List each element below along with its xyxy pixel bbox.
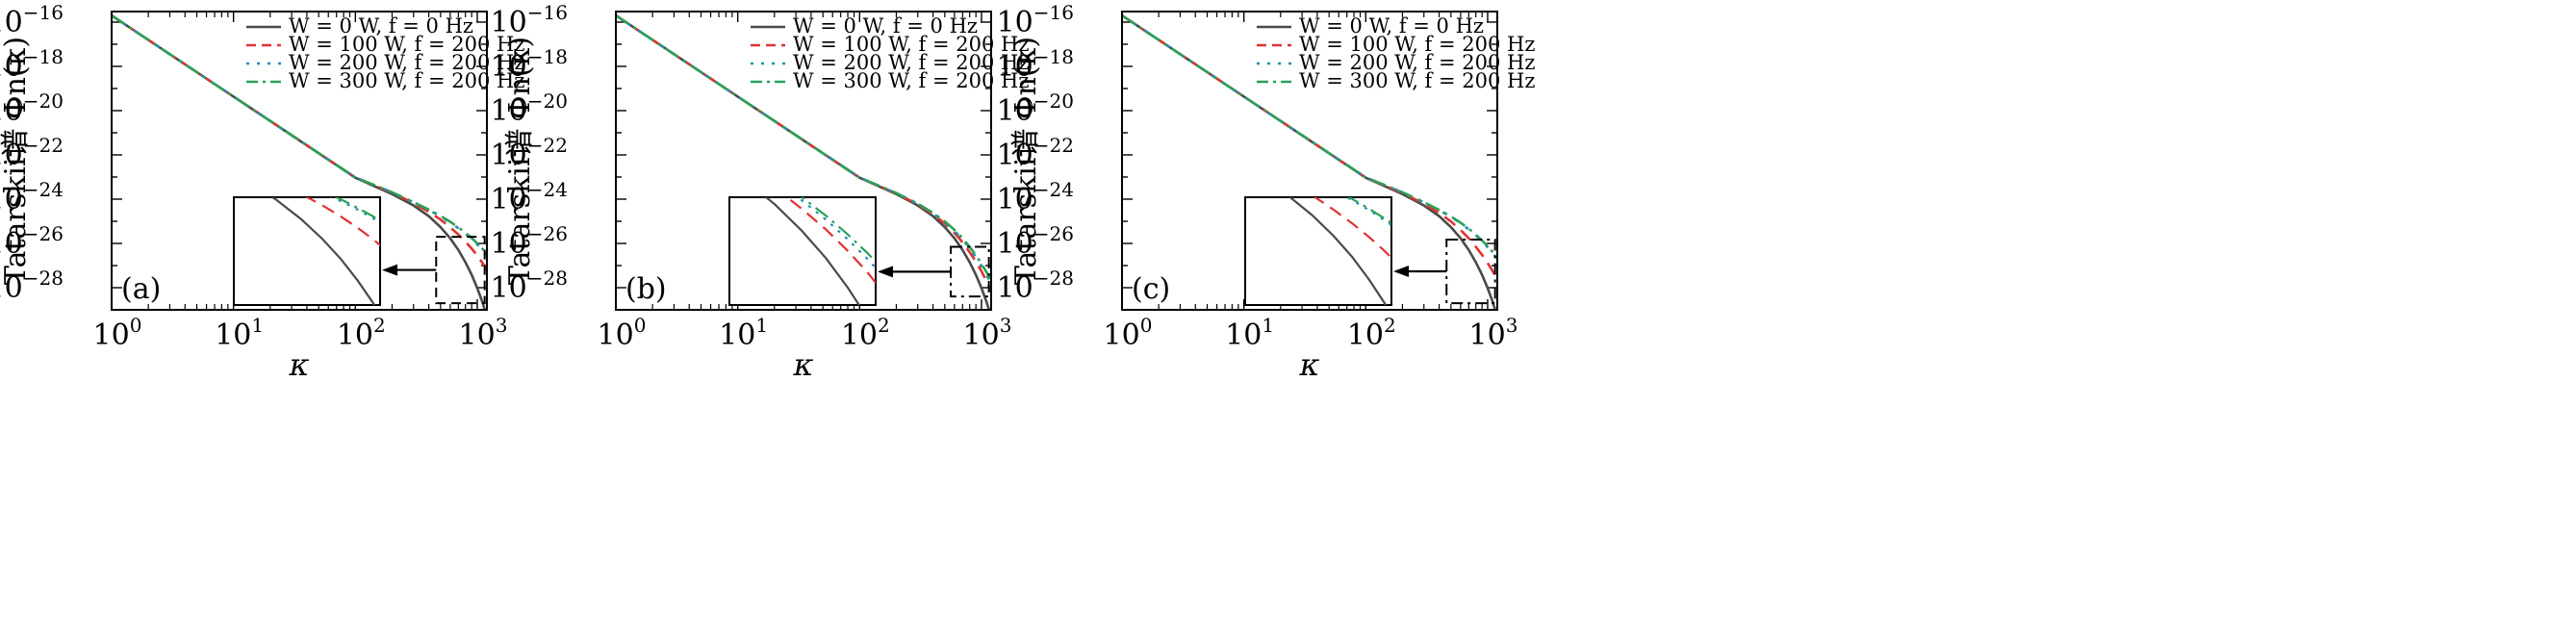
- series-line-4: [1122, 14, 1497, 259]
- inset-series-line-1: [1288, 197, 1388, 305]
- panel-label: (c): [1132, 272, 1170, 306]
- legend-entry-1: W = 0 W, f = 0 Hz: [793, 14, 978, 38]
- series-group: [112, 14, 487, 310]
- y-axis-label: Tatarskii谱 Φn(κ): [503, 37, 537, 285]
- x-axis-label: κ: [289, 346, 310, 383]
- inset-series-line-1: [764, 197, 861, 305]
- inset-series-line-2: [1313, 197, 1391, 260]
- y-tick-label: 10−20: [0, 89, 64, 128]
- legend-entry-1: W = 0 W, f = 0 Hz: [289, 14, 473, 38]
- y-tick-label: 10−18: [0, 45, 64, 84]
- chart-panel-1: 100 101 102 103 10−16 10−18 10−20 10−22 10−24 10−…: [0, 1, 524, 383]
- y-tick-label: 10−28: [491, 267, 568, 305]
- x-tick-label: 103: [1469, 314, 1518, 352]
- legend-entry-2: W = 100 W, f = 200 Hz: [793, 33, 1029, 56]
- x-tick-label: 101: [1225, 314, 1274, 352]
- legend-entry-2: W = 100 W, f = 200 Hz: [289, 33, 524, 56]
- x-tick-label: 103: [459, 314, 508, 352]
- legend-entry-3: W = 200 W, f = 200 Hz: [793, 51, 1029, 74]
- inset-series-group: [269, 197, 380, 305]
- y-tick-label: 10−22: [491, 134, 568, 172]
- x-tick-label: 102: [1347, 314, 1396, 352]
- y-tick-label: 10−22: [997, 134, 1074, 172]
- x-tick-label: 102: [841, 314, 890, 352]
- zoom-region-box: [1445, 238, 1496, 305]
- x-axis-label: κ: [793, 346, 814, 383]
- axes-frame: [111, 11, 488, 311]
- inset-series-line-1: [269, 197, 376, 305]
- x-tick-label: 100: [1104, 314, 1153, 352]
- y-tick-label: 10−20: [491, 89, 568, 128]
- inset-frame: [728, 196, 877, 306]
- inset-series-line-3: [329, 197, 380, 224]
- y-tick-label: 10−16: [997, 1, 1074, 39]
- inset-series-line-2: [304, 197, 380, 247]
- chart-panel-2: 100 101 102 103 10−16 10−18 10−20 10−22 10−24 10−…: [491, 1, 1030, 383]
- x-tick-label: 100: [598, 314, 647, 352]
- y-tick-label: 10−24: [997, 178, 1074, 216]
- series-group: [1122, 14, 1497, 310]
- legend-entry-4: W = 300 W, f = 200 Hz: [793, 69, 1029, 92]
- axes-frame: [1121, 11, 1498, 311]
- inset-frame: [1244, 196, 1392, 306]
- inset-series-group: [1288, 197, 1391, 305]
- inset-series-line-2: [784, 197, 876, 285]
- y-tick-label: 10−26: [491, 222, 568, 261]
- inset-series-line-4: [1346, 197, 1391, 225]
- legend-entry-4: W = 300 W, f = 200 Hz: [289, 69, 524, 92]
- y-tick-label: 10−28: [997, 267, 1074, 305]
- y-tick-label: 10−20: [997, 89, 1074, 128]
- legend-entry-2: W = 100 W, f = 200 Hz: [1299, 33, 1535, 56]
- x-tick-label: 100: [93, 314, 142, 352]
- x-tick-label: 102: [337, 314, 386, 352]
- legend-entry-4: W = 300 W, f = 200 Hz: [1299, 69, 1535, 92]
- y-axis-label: Tatarskii谱 Φn(κ): [1009, 37, 1043, 285]
- y-tick-label: 10−16: [0, 1, 64, 39]
- legend-entry-3: W = 200 W, f = 200 Hz: [1299, 51, 1535, 74]
- zoom-region-box: [435, 236, 486, 305]
- y-tick-label: 10−24: [491, 178, 568, 216]
- zoom-arrow-head: [382, 264, 397, 276]
- inset-series-group: [764, 197, 876, 305]
- series-group: [616, 14, 991, 310]
- y-tick-label: 10−18: [491, 45, 568, 84]
- legend-entry-1: W = 0 W, f = 0 Hz: [1299, 14, 1484, 38]
- zoom-arrow-head: [1393, 266, 1409, 278]
- chart-panel-3: 100 101 102 103 10−16 10−18 10−20 10−22 10−24 10−…: [997, 1, 1536, 383]
- y-tick-label: 10−28: [0, 267, 64, 305]
- axes-frame: [615, 11, 992, 311]
- y-tick-label: 10−26: [0, 222, 64, 261]
- x-tick-label: 103: [963, 314, 1012, 352]
- zoom-arrow-head: [878, 266, 893, 278]
- x-tick-label: 101: [215, 314, 264, 352]
- y-tick-label: 10−24: [0, 178, 64, 216]
- series-line-4: [112, 14, 487, 255]
- panel-label: (b): [625, 272, 667, 306]
- series-line-4: [616, 14, 991, 282]
- inset-frame: [233, 196, 381, 306]
- inset-series-line-4: [333, 197, 380, 222]
- panel-label: (a): [121, 272, 161, 306]
- y-axis-label: Tatarskii谱 Φn(κ): [0, 37, 33, 285]
- y-tick-label: 10−22: [0, 134, 64, 172]
- legend-entry-3: W = 200 W, f = 200 Hz: [289, 51, 524, 74]
- x-axis-label: κ: [1299, 346, 1320, 383]
- y-tick-label: 10−18: [997, 45, 1074, 84]
- y-tick-label: 10−26: [997, 222, 1074, 261]
- x-tick-label: 101: [719, 314, 768, 352]
- y-tick-label: 10−16: [491, 1, 568, 39]
